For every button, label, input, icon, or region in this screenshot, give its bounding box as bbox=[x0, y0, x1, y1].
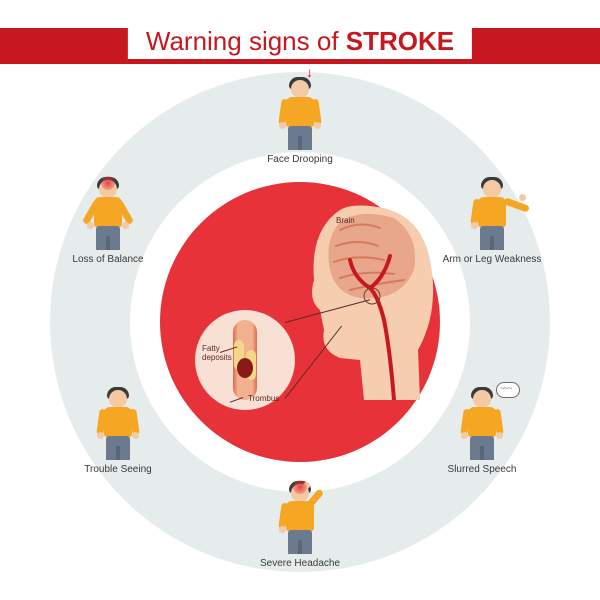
title-emphasis: STROKE bbox=[346, 26, 454, 56]
trombus-icon bbox=[237, 358, 253, 378]
title-prefix: Warning signs of bbox=[146, 26, 346, 56]
person-icon bbox=[276, 482, 324, 554]
page-title: Warning signs of STROKE bbox=[128, 24, 472, 59]
symptom-label: Loss of Balance bbox=[48, 254, 168, 265]
symptom-loss-of-balance: Loss of Balance bbox=[48, 178, 168, 265]
symptom-label: Arm or Leg Weakness bbox=[432, 254, 552, 265]
symptom-label: Face Drooping bbox=[240, 154, 360, 165]
symptom-label: Trouble Seeing bbox=[58, 464, 178, 475]
fatty-label: Fatty deposits bbox=[202, 344, 232, 362]
brain-label: Brain bbox=[336, 216, 355, 225]
person-icon bbox=[458, 388, 506, 460]
symptom-arm-weakness: Arm or Leg Weakness bbox=[432, 178, 552, 265]
symptom-face-drooping: ↓ Face Drooping bbox=[240, 78, 360, 165]
symptom-severe-headache: Severe Headache bbox=[240, 482, 360, 569]
symptom-label: Severe Headache bbox=[240, 558, 360, 569]
speech-scribble-icon bbox=[496, 382, 520, 398]
droop-arrow-icon: ↓ bbox=[306, 64, 313, 80]
person-icon bbox=[84, 178, 132, 250]
person-icon bbox=[94, 388, 142, 460]
symptom-label: Slurred Speech bbox=[422, 464, 542, 475]
pain-glow-icon bbox=[293, 480, 307, 494]
symptom-slurred-speech: Slurred Speech bbox=[422, 388, 542, 475]
trombus-label: Trombus bbox=[248, 394, 279, 403]
artery-tube bbox=[233, 320, 257, 400]
person-icon: ↓ bbox=[276, 78, 324, 150]
symptom-trouble-seeing: Trouble Seeing bbox=[58, 388, 178, 475]
person-icon bbox=[468, 178, 516, 250]
pain-glow-icon bbox=[101, 176, 115, 190]
head-profile-diagram bbox=[300, 200, 450, 380]
